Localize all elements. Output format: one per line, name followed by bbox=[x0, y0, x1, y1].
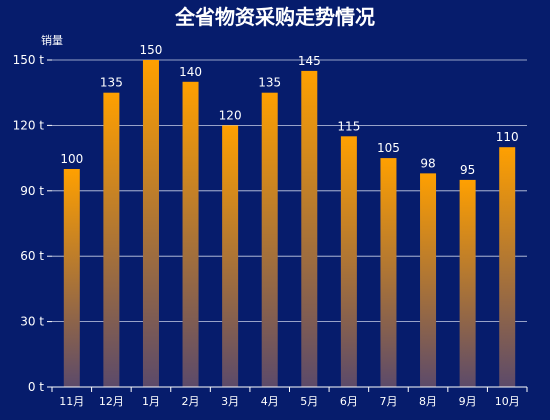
data-label: 150 bbox=[140, 43, 163, 57]
x-tick-label: 5月 bbox=[300, 395, 318, 408]
bar-12月 bbox=[103, 92, 120, 387]
bars bbox=[63, 60, 516, 388]
bar-6月 bbox=[340, 136, 357, 387]
x-tick-label: 12月 bbox=[99, 395, 124, 408]
bar-11月 bbox=[63, 169, 80, 387]
x-axis-ticks: 11月 12月 1月 2月 3月 4月 5月 6月 7月 8月 9月 10月 bbox=[51, 387, 528, 408]
x-tick-label: 1月 bbox=[142, 395, 160, 408]
bar-2月 bbox=[182, 81, 199, 388]
bar-3月 bbox=[222, 125, 239, 388]
bar-9月 bbox=[459, 179, 476, 387]
data-label: 135 bbox=[100, 76, 123, 90]
data-label: 115 bbox=[337, 119, 360, 133]
y-tick-label: 0 t bbox=[28, 380, 44, 394]
x-tick-label: 9月 bbox=[459, 395, 477, 408]
gridlines bbox=[52, 59, 527, 323]
chart-title: 全省物资采购走势情况 bbox=[174, 5, 375, 29]
data-label: 105 bbox=[377, 141, 400, 155]
y-tick-label: 150 t bbox=[13, 53, 45, 67]
bar-8月 bbox=[420, 173, 437, 387]
data-label: 98 bbox=[420, 156, 435, 170]
x-tick-label: 7月 bbox=[379, 395, 397, 408]
data-label: 145 bbox=[298, 54, 321, 68]
y-tick-label: 90 t bbox=[20, 184, 44, 198]
bar-10月 bbox=[499, 147, 516, 387]
bar-1月 bbox=[142, 60, 159, 387]
y-axis-label: 销量 bbox=[41, 33, 63, 47]
x-tick-label: 4月 bbox=[261, 395, 279, 408]
x-tick-label: 8月 bbox=[419, 395, 437, 408]
x-tick-label: 11月 bbox=[59, 395, 84, 408]
data-label: 100 bbox=[60, 152, 83, 166]
y-axis-ticks: 0 t 30 t 60 t 90 t 120 t 150 t bbox=[13, 53, 52, 394]
data-label: 140 bbox=[179, 65, 202, 79]
data-labels: 100 135 150 140 120 135 145 115 105 98 95 110 bbox=[60, 43, 518, 177]
data-label: 95 bbox=[460, 163, 475, 177]
bar-4月 bbox=[261, 92, 278, 387]
x-tick-label: 6月 bbox=[340, 395, 358, 408]
data-label: 110 bbox=[496, 130, 519, 144]
y-tick-label: 120 t bbox=[13, 118, 45, 132]
data-label: 120 bbox=[219, 108, 242, 122]
bar-7月 bbox=[380, 158, 397, 387]
y-tick-label: 60 t bbox=[20, 249, 44, 263]
bar-5月 bbox=[301, 70, 318, 388]
x-tick-label: 10月 bbox=[495, 395, 520, 408]
y-tick-label: 30 t bbox=[20, 315, 44, 329]
x-tick-label: 3月 bbox=[221, 395, 239, 408]
x-tick-label: 2月 bbox=[182, 395, 200, 408]
data-label: 135 bbox=[258, 76, 281, 90]
